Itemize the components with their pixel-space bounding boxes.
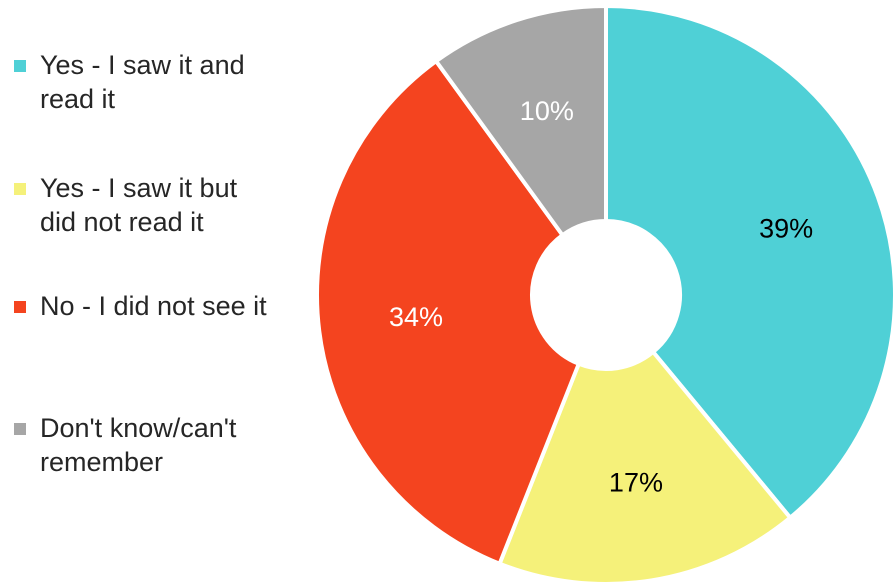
- data-label-saw-not-read: 17%: [609, 467, 663, 497]
- data-label-saw-and-read: 39%: [759, 213, 813, 243]
- legend-item-saw-and-read: Yes - I saw it and read it: [14, 48, 324, 116]
- legend-item-dont-know: Don't know/can't remember: [14, 411, 324, 479]
- legend-label-dont-know: Don't know/can't remember: [40, 413, 237, 477]
- slice-saw-not-read: [497, 349, 794, 586]
- legend-swatch-saw-and-read: [14, 60, 26, 72]
- slice-did-not-see: [315, 58, 582, 567]
- legend-label-saw-not-read: Yes - I saw it but did not read it: [40, 173, 238, 237]
- legend-swatch-dont-know: [14, 423, 26, 435]
- legend-item-did-not-see: No - I did not see it: [14, 289, 324, 323]
- legend-swatch-saw-not-read: [14, 183, 26, 195]
- slice-saw-and-read: [604, 3, 894, 521]
- legend-label-did-not-see: No - I did not see it: [40, 291, 267, 321]
- data-label-did-not-see: 34%: [389, 302, 443, 332]
- legend-item-saw-not-read: Yes - I saw it but did not read it: [14, 171, 324, 239]
- legend-swatch-did-not-see: [14, 301, 26, 313]
- chart-legend: Yes - I saw it and read it Yes - I saw i…: [14, 0, 324, 586]
- data-label-dont-know: 10%: [520, 96, 574, 126]
- legend-label-saw-and-read: Yes - I saw it and read it: [40, 50, 245, 114]
- slice-dont-know: [433, 3, 608, 238]
